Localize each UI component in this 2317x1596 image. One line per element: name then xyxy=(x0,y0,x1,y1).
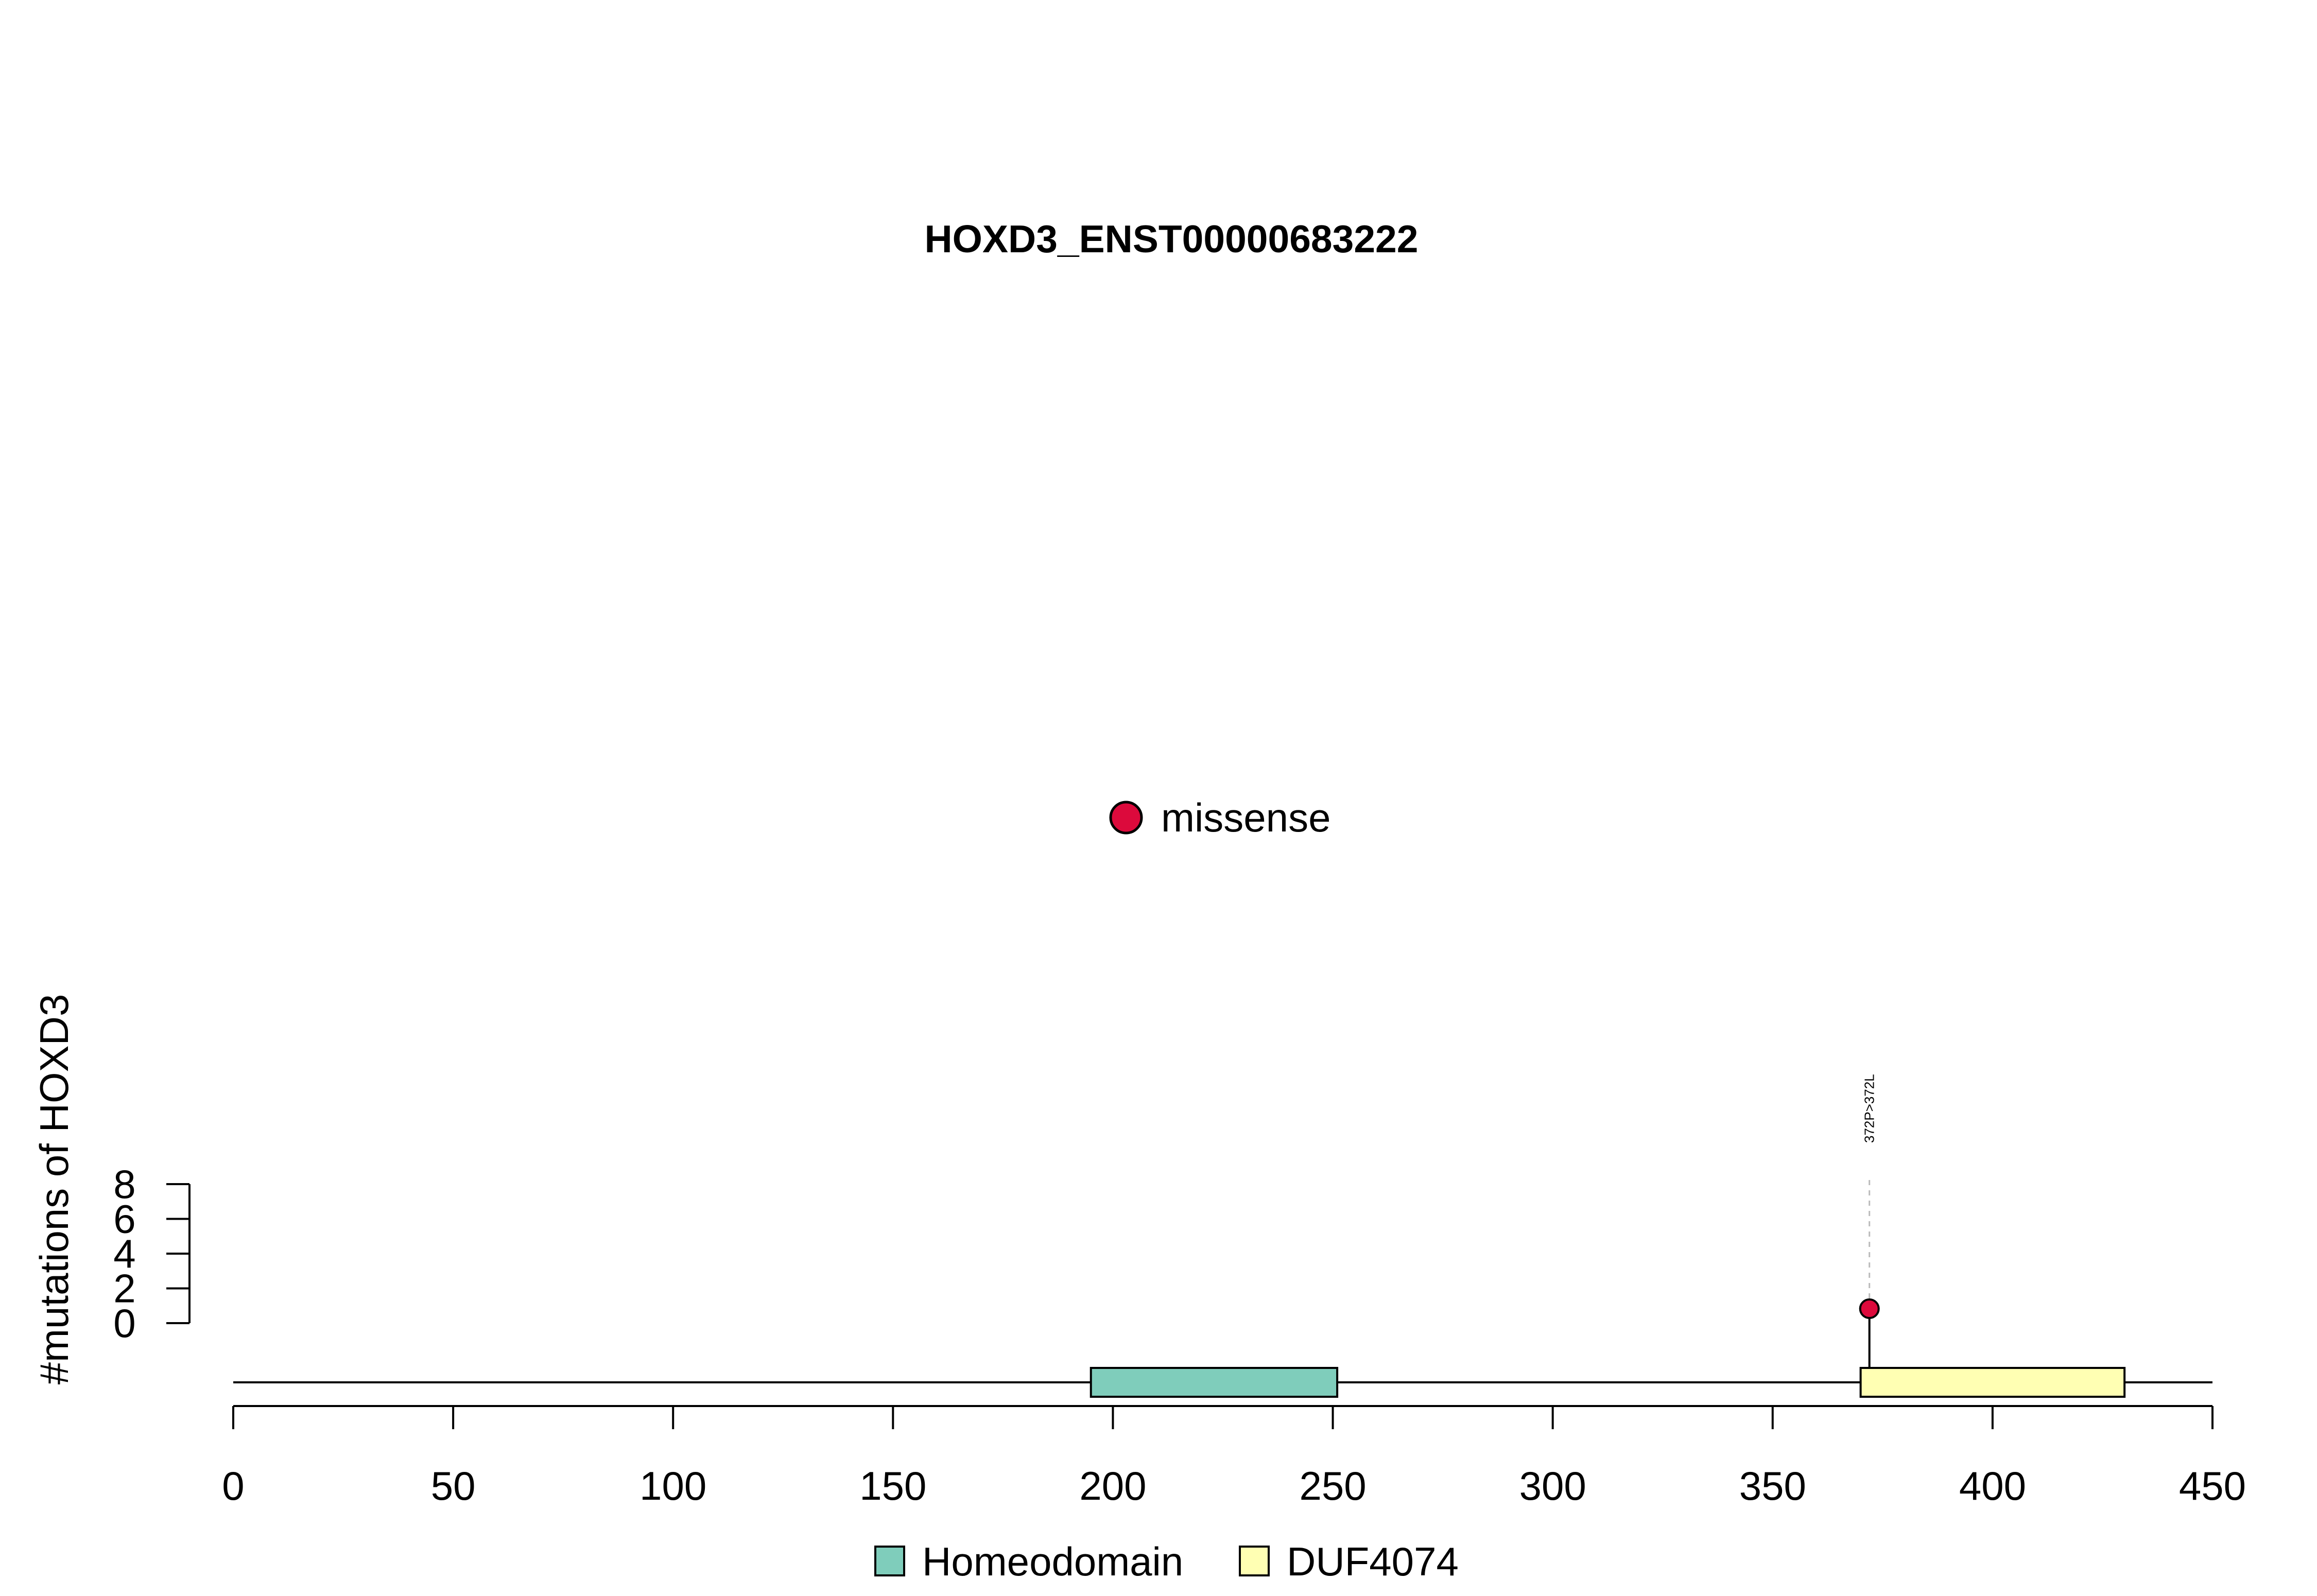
x-tick-label-150: 150 xyxy=(859,1463,926,1508)
legend-marker-missense xyxy=(1109,801,1143,835)
protein-track xyxy=(233,1367,2212,1398)
x-tick-label-350: 350 xyxy=(1739,1463,1806,1508)
x-tick-label-300: 300 xyxy=(1519,1463,1586,1508)
x-tick-label-250: 250 xyxy=(1299,1463,1366,1508)
y-axis-label: #mutations of HOXD3 xyxy=(31,994,77,1385)
mutation-head-372 xyxy=(1859,1298,1880,1319)
domain-duf4074 xyxy=(1859,1367,2126,1398)
domain-legend: Homeodomain DUF4074 xyxy=(874,1539,1459,1584)
mutation-label-372: 372P>372L xyxy=(1862,1074,1877,1143)
x-tick-label-0: 0 xyxy=(222,1463,244,1508)
x-tick-label-100: 100 xyxy=(639,1463,706,1508)
y-tick-label-2: 2 xyxy=(113,1266,135,1311)
y-tick-label-8: 8 xyxy=(113,1161,135,1207)
chart-title: HOXD3_ENST00000683222 xyxy=(925,217,1419,261)
x-axis: 0 50 100 150 200 250 300 350 400 450 xyxy=(222,1405,2246,1508)
y-tick-label-6: 6 xyxy=(113,1196,135,1242)
domain-legend-swatch-homeodomain xyxy=(874,1546,905,1576)
x-tick-label-50: 50 xyxy=(431,1463,476,1508)
x-tick-label-450: 450 xyxy=(2179,1463,2246,1508)
legend-label-missense: missense xyxy=(1161,795,1330,840)
x-tick-label-200: 200 xyxy=(1079,1463,1146,1508)
domain-legend-label-duf4074: DUF4074 xyxy=(1287,1539,1459,1584)
y-tick-label-4: 4 xyxy=(113,1231,135,1276)
domain-legend-swatch-duf4074 xyxy=(1239,1546,1270,1576)
x-tick-label-400: 400 xyxy=(1959,1463,2026,1508)
lollipops: 372P>372L xyxy=(1859,1074,1880,1368)
domain-homeodomain xyxy=(1090,1367,1339,1398)
mutation-legend: missense xyxy=(1109,795,1330,840)
y-tick-label-0: 0 xyxy=(113,1300,135,1346)
domain-legend-label-homeodomain: Homeodomain xyxy=(922,1539,1183,1584)
